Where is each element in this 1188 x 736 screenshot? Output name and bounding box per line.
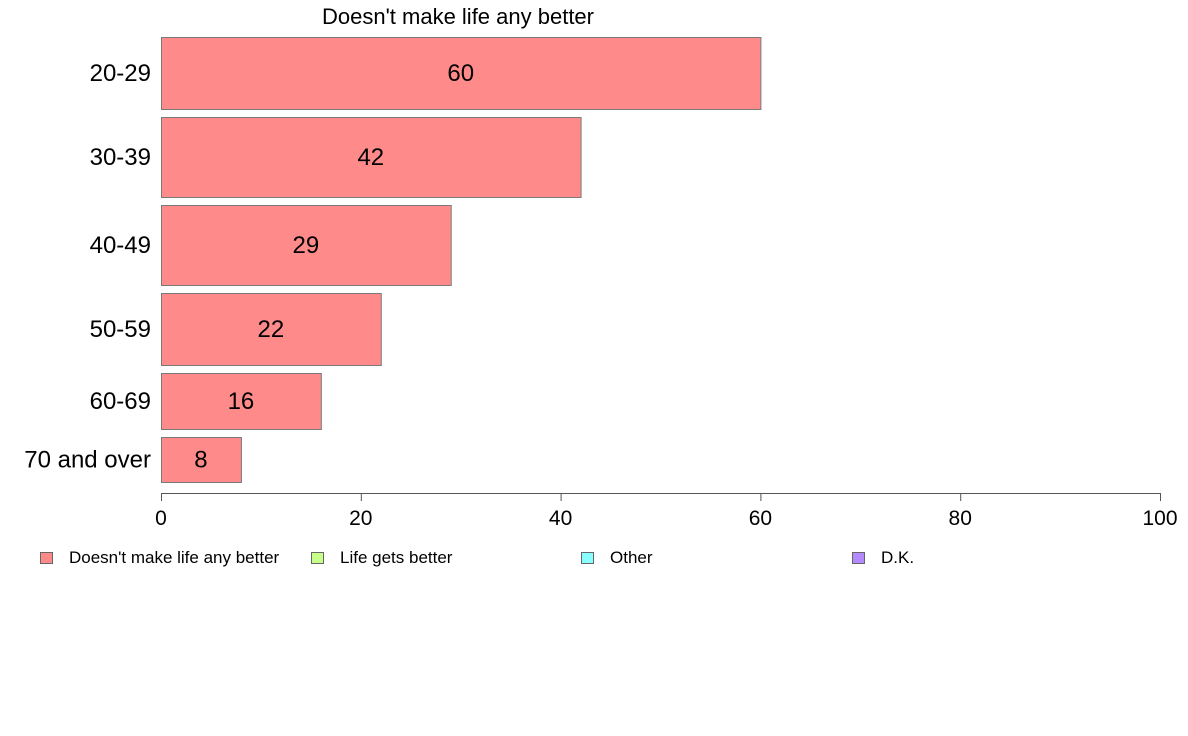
legend-swatch xyxy=(40,552,53,564)
legend-label: D.K. xyxy=(881,548,915,567)
y-tick-label: 30-39 xyxy=(90,144,151,171)
y-axis-labels: 20-29 30-39 40-49 50-59 60-69 70 and over xyxy=(24,60,151,474)
y-tick-label: 40-49 xyxy=(90,232,151,259)
legend-item-doesnt-make-life-better: Doesn't make life any better xyxy=(40,548,279,568)
bar-40-49 xyxy=(161,205,452,286)
y-tick-label: 20-29 xyxy=(90,60,151,87)
legend: Doesn't make life any better Life gets b… xyxy=(0,544,1188,570)
legend-item-other: Other xyxy=(581,548,653,568)
bar-data-label: 8 xyxy=(194,447,207,474)
y-tick-label: 60-69 xyxy=(90,388,151,415)
x-tick-label: 60 xyxy=(749,507,772,530)
bars-group: 60 42 29 22 16 8 xyxy=(161,37,762,483)
legend-label: Doesn't make life any better xyxy=(69,548,280,567)
legend-item-dk: D.K. xyxy=(852,548,914,568)
x-tick-label: 40 xyxy=(549,507,572,530)
bar-data-label: 29 xyxy=(293,232,320,259)
bar-30-39 xyxy=(161,117,582,198)
bar-50-59 xyxy=(161,293,382,366)
bar-data-label: 42 xyxy=(357,144,384,171)
legend-label: Life gets better xyxy=(340,548,453,567)
y-tick-label: 70 and over xyxy=(24,447,151,474)
bar-60-69 xyxy=(161,373,322,430)
chart-title: Doesn't make life any better xyxy=(322,4,594,29)
x-axis: 0 20 40 60 80 100 xyxy=(155,493,1178,530)
bar-70-and-over xyxy=(161,437,242,483)
x-tick-label: 0 xyxy=(155,507,167,530)
bar-20-29 xyxy=(161,37,762,110)
bar-data-label: 60 xyxy=(447,60,474,87)
x-tick-label: 20 xyxy=(349,507,372,530)
bar-data-label: 22 xyxy=(258,316,285,343)
x-tick-label: 80 xyxy=(949,507,972,530)
x-tick-label: 100 xyxy=(1142,507,1177,530)
legend-item-life-gets-better: Life gets better xyxy=(311,548,452,568)
legend-label: Other xyxy=(610,548,653,567)
legend-swatch xyxy=(852,552,865,564)
y-tick-label: 50-59 xyxy=(90,316,151,343)
legend-swatch xyxy=(581,552,594,564)
bar-data-label: 16 xyxy=(228,388,255,415)
legend-swatch xyxy=(311,552,324,564)
bar-chart: Doesn't make life any better 60 42 29 22 16 8… xyxy=(24,4,1178,530)
